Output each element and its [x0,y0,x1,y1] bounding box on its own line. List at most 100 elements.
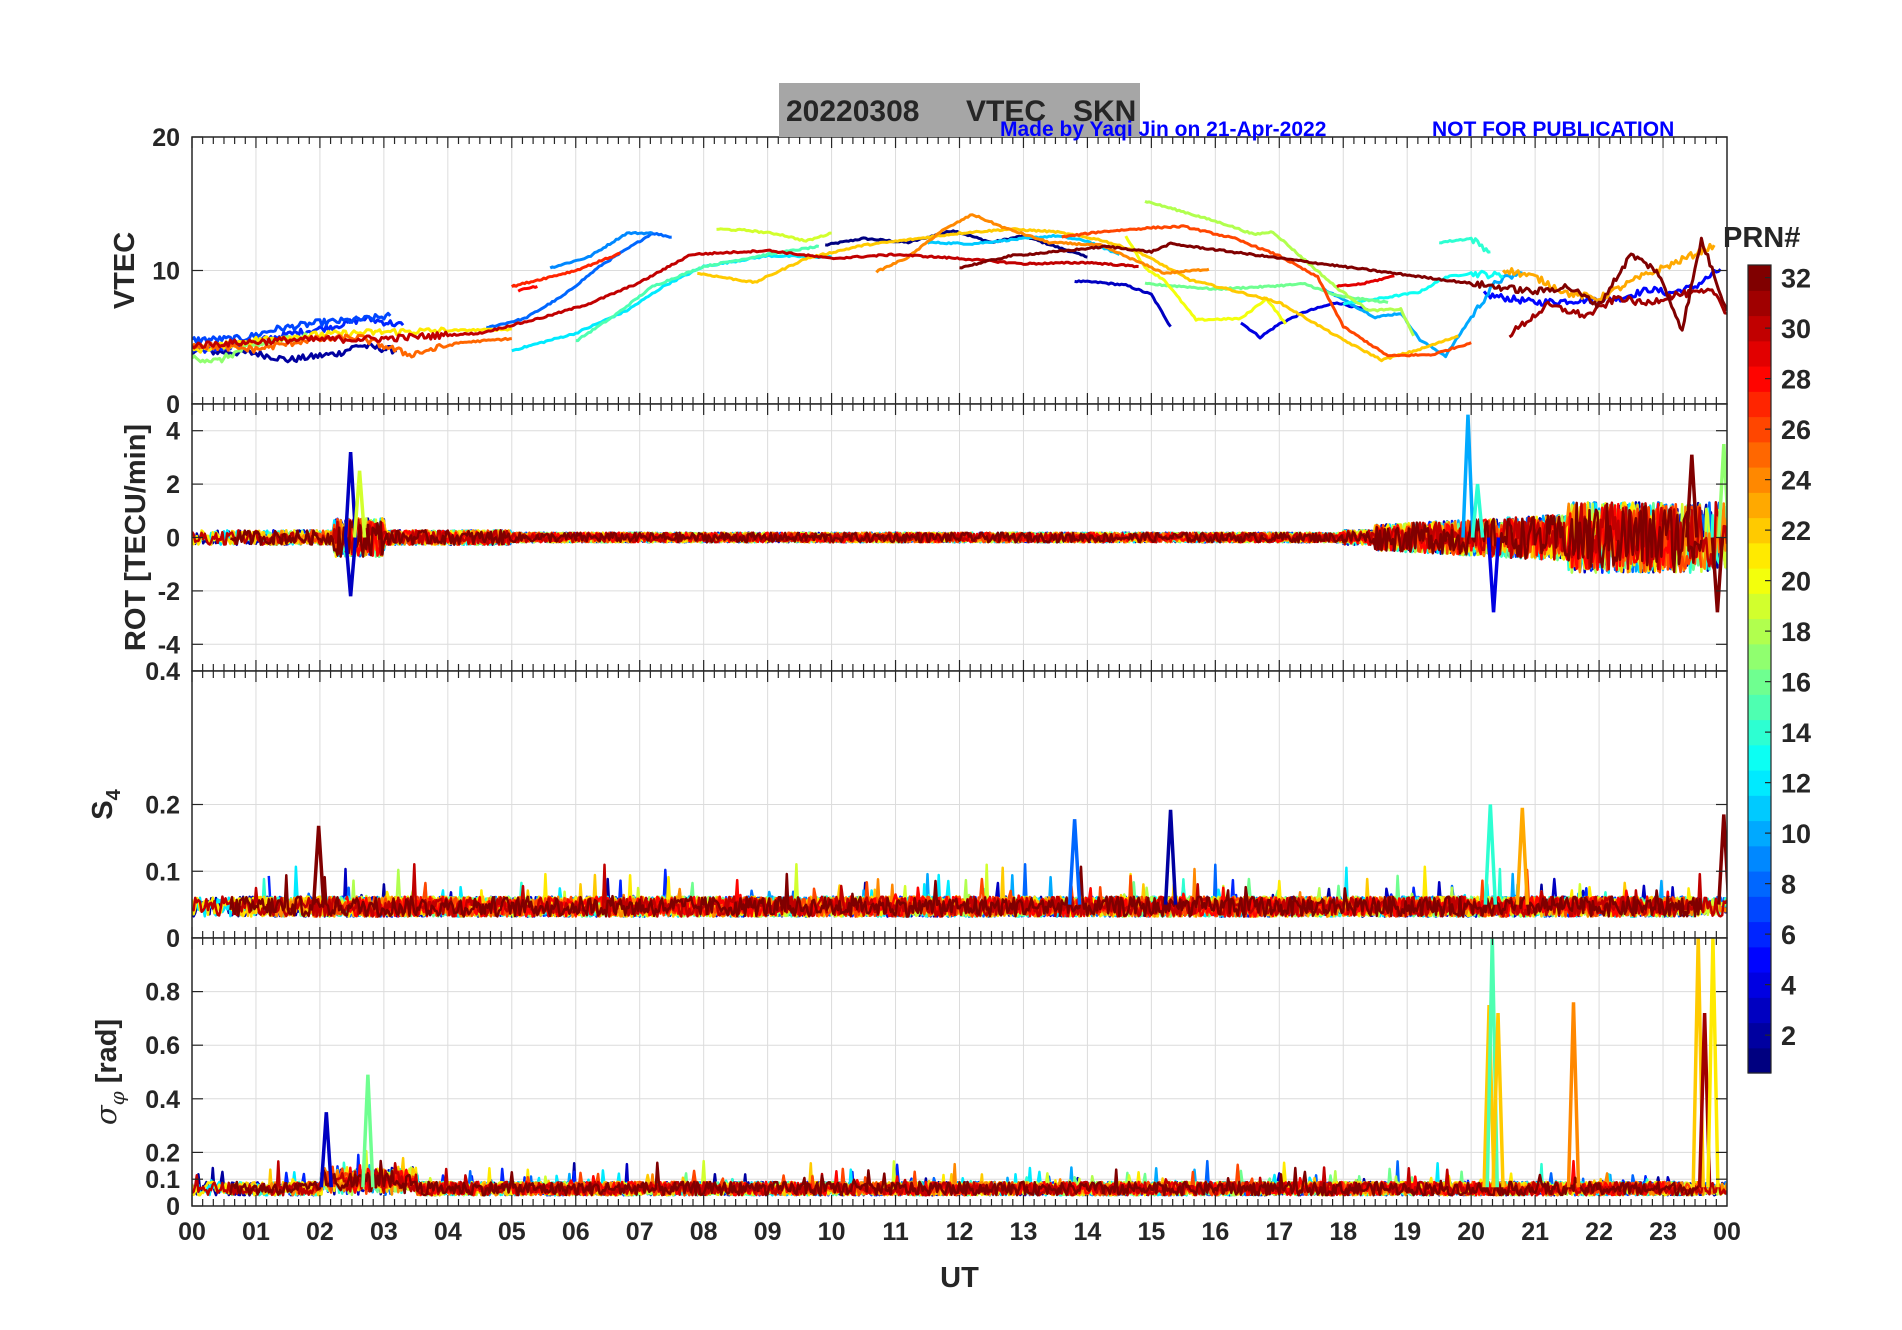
x-minor-ticks [191,137,1717,404]
colorbar-tick-label: 6 [1781,920,1796,950]
sigma_phi-spike [1566,1002,1581,1188]
colorbar-tick-label: 18 [1781,617,1811,647]
colorbar-band [1748,542,1771,569]
panel-rot-data [192,414,1727,613]
rot-spike [1461,414,1475,538]
panel-vtec-data [192,200,1727,364]
x-tick-label: 07 [626,1218,654,1246]
y-tick-label: 0.1 [145,1166,180,1194]
y-tick-label: 4 [166,418,180,446]
x-tick-label: 15 [1137,1218,1165,1246]
colorbar-band [1748,719,1771,746]
s4-spike [1717,814,1727,905]
rot-spike [1470,483,1485,538]
colorbar-tick-label: 8 [1781,870,1796,900]
vtec-series-prn-2 [192,342,397,364]
y-axis-label-s4: S4 [87,788,125,819]
vtec-series-prn-12 [511,253,833,353]
vtec-series-prn-4 [1240,301,1370,340]
colorbar-band [1748,290,1771,317]
x-minor-ticks [191,938,1717,1206]
x-tick-label: 13 [1010,1218,1038,1246]
colorbar-tick-label: 10 [1781,819,1811,849]
x-tick-label: 04 [434,1218,462,1246]
colorbar-tick-label: 30 [1781,314,1811,344]
sigma_phi-series-prn-32 [229,1159,1703,1197]
y-tick-label: 0.8 [145,979,180,1007]
y-tick-label: 20 [152,124,180,152]
colorbar-band [1748,997,1771,1024]
colorbar-tick-label: 2 [1781,1021,1796,1051]
colorbar-band [1748,340,1771,367]
title-box [779,83,1140,137]
x-tick-label: 17 [1265,1218,1293,1246]
y-axis-label-rot: ROT [TECU/min] [120,424,152,651]
y-tick-label: 0 [166,391,180,419]
colorbar-band [1748,315,1771,342]
colorbar-tick-label: 20 [1781,567,1811,597]
y-axis-label-vtec: VTEC [109,232,141,309]
vtec-series-prn-29 [1336,274,1395,289]
colorbar-band [1748,593,1771,620]
colorbar-tick-label: 28 [1781,365,1811,395]
colorbar-band [1748,517,1771,544]
title-product: VTEC [966,95,1046,128]
x-tick-label: 14 [1074,1218,1102,1246]
vtec-series-prn-3 [1074,279,1172,328]
y-tick-label: 0.2 [145,792,180,820]
colorbar-tick-label: 14 [1781,718,1811,748]
colorbar-band [1748,568,1771,594]
panel-s4-data [192,804,1727,918]
rot-series-prn-32 [230,501,1703,574]
y-tick-label: 0.4 [145,658,180,686]
panel-vtec: 0 10 20 VTEC [109,124,1728,419]
vtec-series-prn-27 [510,251,621,288]
vtec-series-prn-14 [1439,236,1491,254]
colorbar-band [1748,265,1771,291]
rot-spike [1710,537,1725,613]
x-tick-label: 22 [1585,1218,1613,1246]
colorbar-band [1748,391,1771,418]
colorbar-band [1748,946,1771,973]
colorbar-tick-label: 4 [1781,971,1796,1001]
colorbar-band [1748,820,1771,847]
x-tick-label: 10 [818,1218,846,1246]
vtec-series-prn-1 [825,229,1088,259]
y-tick-label: 10 [152,258,180,286]
y-tick-label: -2 [158,578,180,606]
x-tick-label: 20 [1457,1218,1485,1246]
colorbar-band [1748,618,1771,645]
title-notice: NOT FOR PUBLICATION [1432,118,1674,141]
colorbar-band [1748,366,1771,392]
sigma_phi-spike [1706,938,1720,1188]
y-tick-label: 0.2 [145,1139,180,1167]
x-tick-label: 00 [178,1218,206,1246]
colorbar-tick-label: 24 [1781,466,1811,496]
vtec-series-prn-26 [1061,224,1472,358]
colorbar-band [1748,694,1771,721]
vtec-series-prn-10 [1323,271,1523,359]
y-axis-label-sigma_phi: σφ [rad] [89,1019,129,1125]
sigma_phi-spike [1491,1012,1505,1188]
s4-spike [311,825,326,905]
vtec-series-prn-19 [716,227,832,243]
rot-spike [1685,454,1699,538]
colorbar-band [1748,441,1771,468]
y-tick-label: 0 [166,925,180,953]
x-axis-label: UT [940,1262,979,1294]
y-tick-label: 2 [166,471,180,499]
vtec-series-prn-32 [959,236,1727,332]
colorbar-band [1748,972,1771,998]
colorbar-band [1748,921,1771,948]
colorbar-tick-label: 22 [1781,516,1811,546]
rot-spike [1717,443,1727,538]
x-tick-label: 01 [242,1218,270,1246]
y-tick-label: 0 [166,1193,180,1221]
x-tick-label: 12 [946,1218,974,1246]
s4-spike [1163,809,1178,905]
colorbar-band [1748,1022,1771,1049]
vtec-series-prn-25 [192,333,512,359]
panel-rot: -4 -2 0 2 4 ROT [TECU/min] [120,403,1728,672]
x-tick-label: 02 [306,1218,334,1246]
rot-spike [343,451,358,538]
